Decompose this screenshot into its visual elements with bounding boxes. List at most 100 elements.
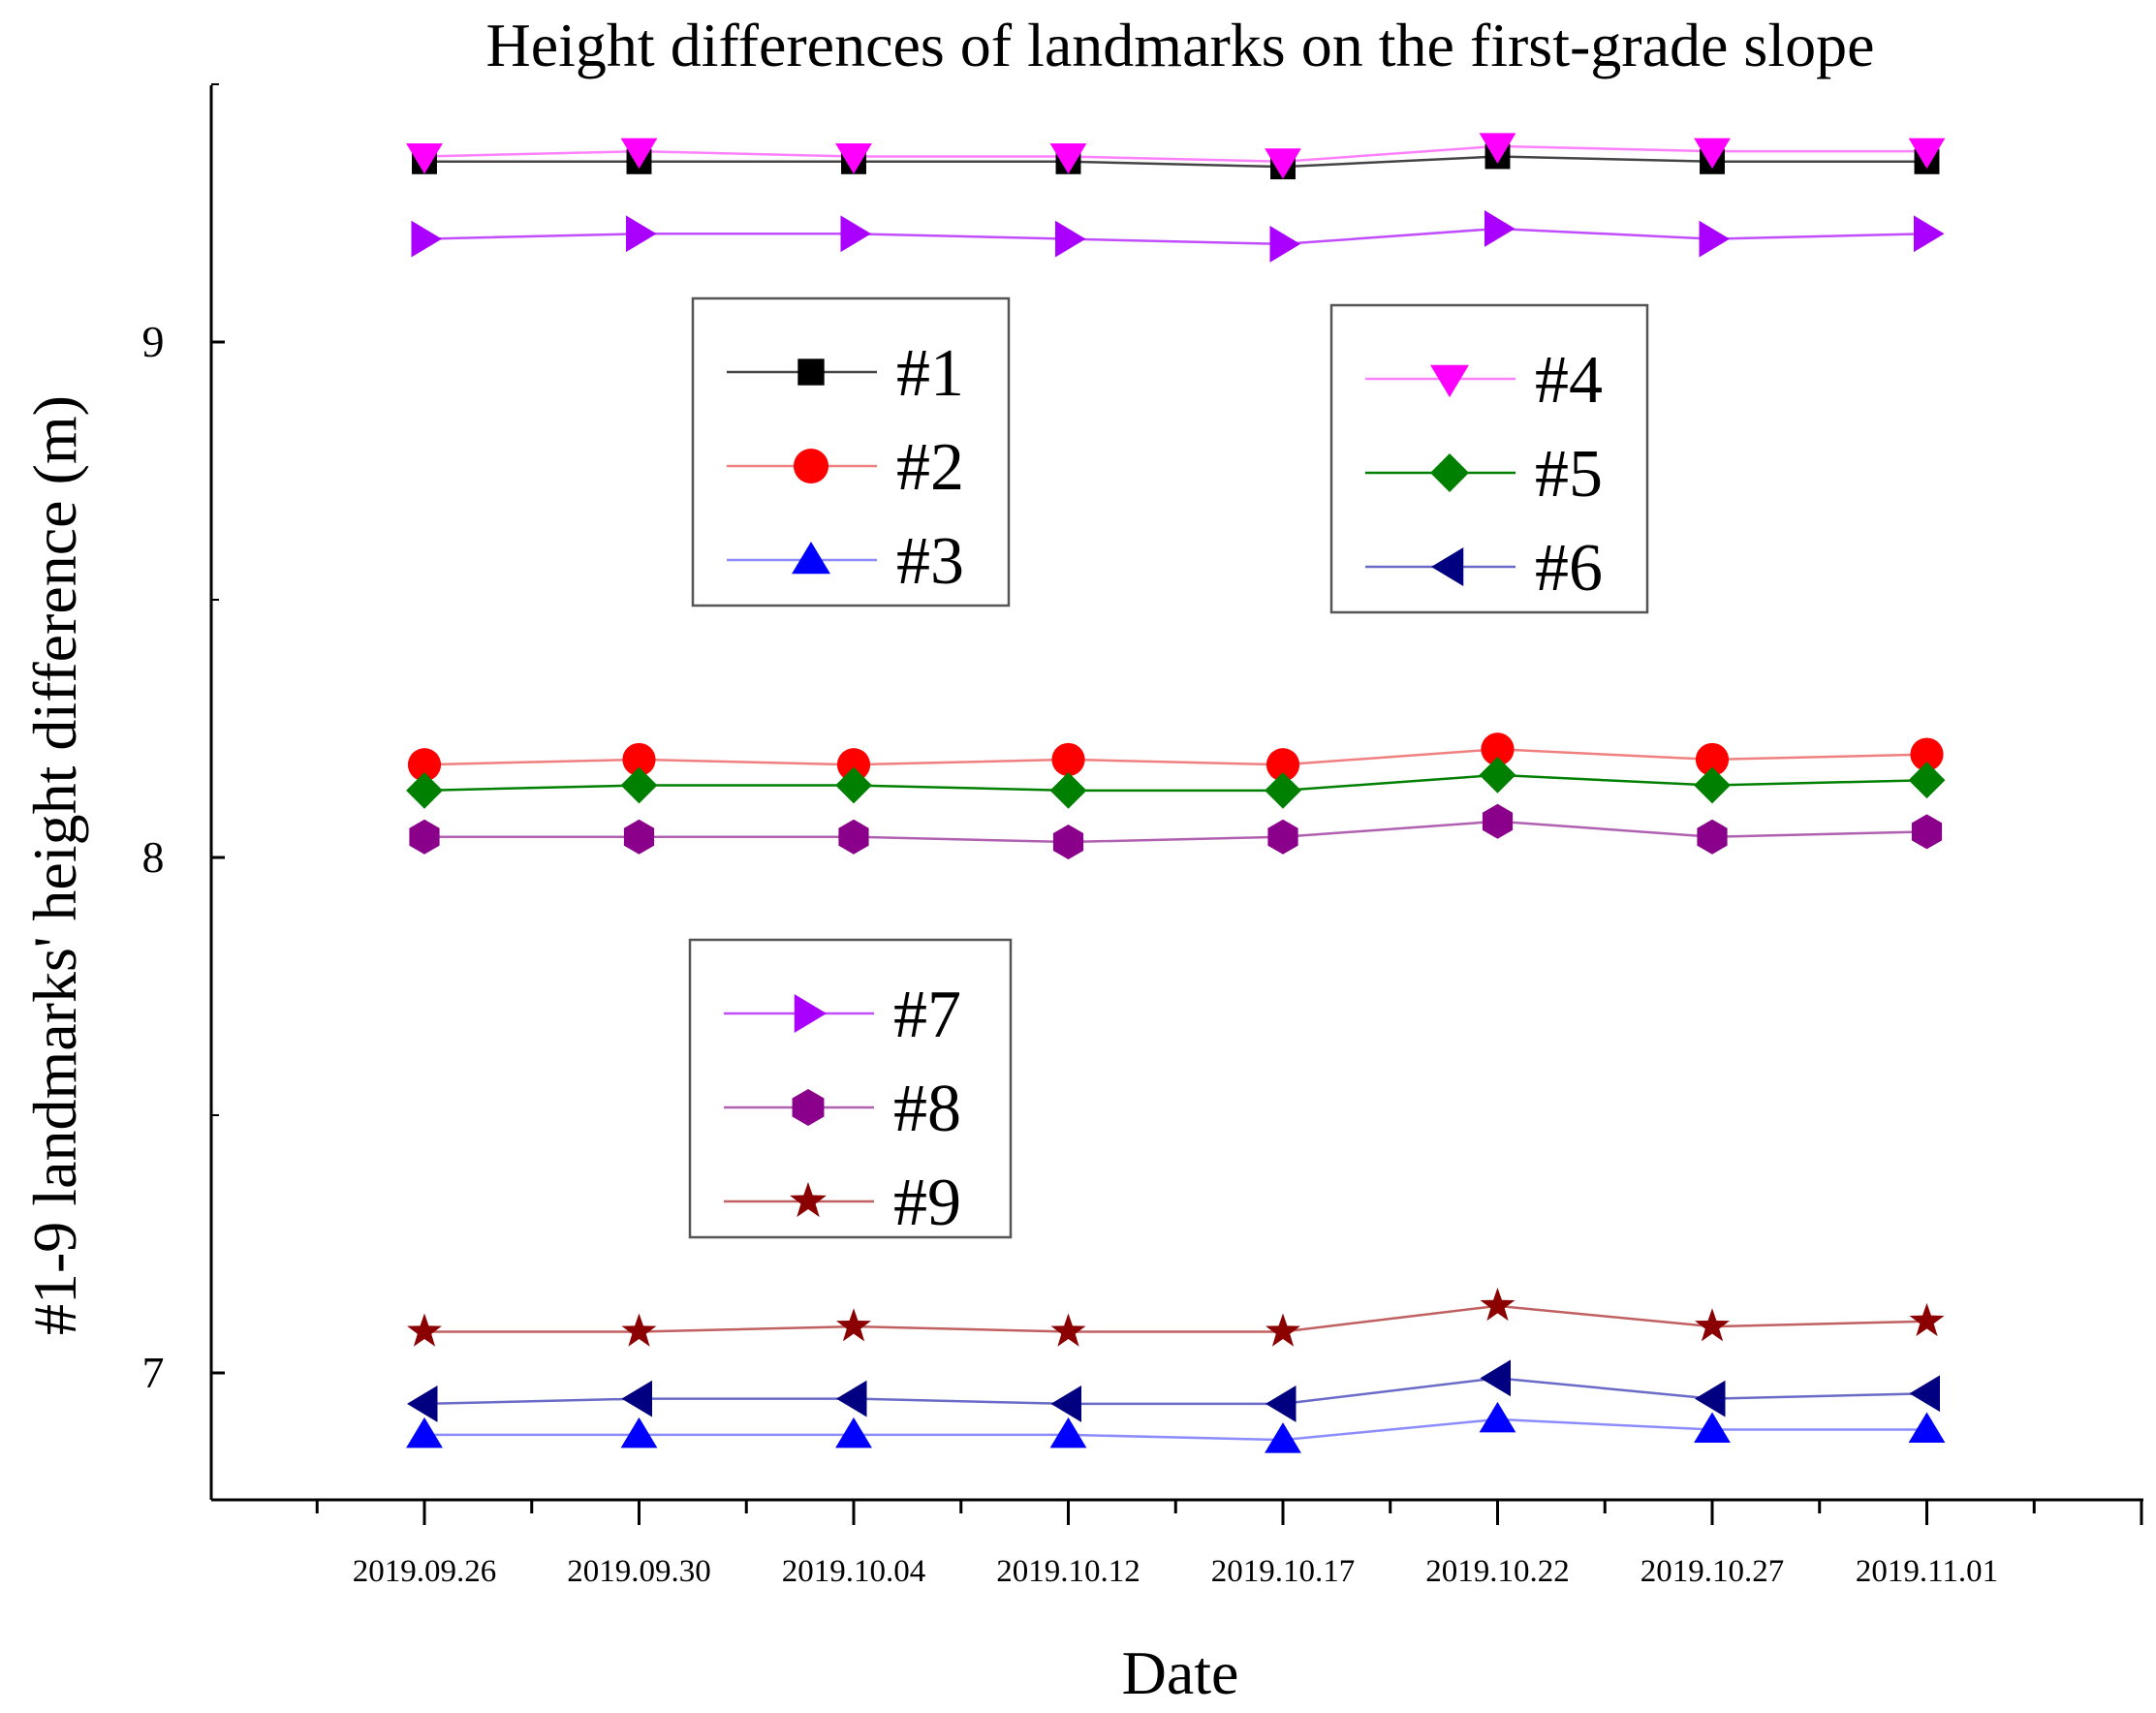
data-point-landmark-8 (1267, 819, 1298, 855)
legends: #1 #2 #3 #4 #5 #6 #7 #8 #9 (688, 296, 1649, 1240)
legend-marker (793, 448, 829, 484)
legend-label: #2 (896, 430, 964, 505)
legend-marker (1431, 547, 1464, 586)
data-point-landmark-2 (1481, 732, 1515, 766)
series-line-landmark-2 (423, 748, 1927, 766)
data-point-landmark-6 (621, 1380, 652, 1417)
data-point-landmark-5 (1479, 756, 1516, 794)
data-point-landmark-4 (406, 142, 443, 174)
series-markers (406, 133, 1946, 1453)
data-point-landmark-7 (1269, 226, 1300, 263)
legend-label: #1 (896, 336, 964, 411)
data-point-landmark-3 (406, 1417, 443, 1448)
x-tick-label: 2019.11.01 (1856, 1554, 1998, 1589)
legend-marker (797, 358, 825, 386)
legend-label: #5 (1535, 437, 1603, 512)
data-point-landmark-9 (621, 1313, 657, 1347)
data-point-landmark-5 (1908, 762, 1946, 799)
legend-marker (792, 1089, 825, 1126)
data-point-landmark-7 (626, 215, 657, 253)
x-tick-label: 2019.10.04 (782, 1554, 926, 1589)
series-lines (423, 144, 1927, 1442)
series-line-landmark-8 (424, 820, 1927, 844)
axes: 7 8 9 2019.09.26 2019.09.30 2019.10.04 2019.10… (142, 83, 2143, 1589)
data-point-landmark-7 (1055, 220, 1086, 258)
legend-box-2: #4 #5 #6 (1329, 303, 1649, 614)
data-point-landmark-6 (1695, 1380, 1726, 1417)
data-point-landmark-9 (1909, 1302, 1945, 1337)
y-tick-label: 8 (142, 832, 165, 882)
x-tick-label: 2019.10.22 (1425, 1554, 1570, 1589)
legend-label: #6 (1535, 531, 1603, 606)
data-point-landmark-5 (835, 766, 872, 804)
legend-marker (1430, 364, 1469, 397)
data-point-landmark-6 (1480, 1359, 1511, 1397)
legend-box-3: #7 #8 #9 (688, 938, 1013, 1240)
legend-marker (1430, 453, 1469, 492)
data-point-landmark-6 (836, 1380, 867, 1417)
x-tick-label: 2019.09.26 (353, 1554, 497, 1589)
legend-label: #4 (1535, 343, 1603, 418)
series-line-landmark-9 (424, 1304, 1927, 1333)
data-point-landmark-8 (1697, 819, 1728, 855)
data-point-landmark-8 (623, 819, 655, 855)
data-point-landmark-9 (1480, 1287, 1515, 1322)
data-point-landmark-3 (1265, 1422, 1301, 1453)
data-point-landmark-2 (1910, 737, 1944, 771)
data-point-landmark-9 (1265, 1313, 1300, 1347)
data-point-landmark-8 (409, 819, 440, 855)
data-point-landmark-4 (1908, 138, 1946, 170)
series-line-landmark-4 (423, 144, 1927, 164)
data-point-landmark-7 (1914, 215, 1945, 253)
data-point-landmark-2 (836, 748, 871, 782)
series-line-landmark-5 (423, 773, 1927, 793)
series-line-landmark-7 (423, 227, 1927, 246)
data-point-landmark-5 (1265, 771, 1301, 809)
data-point-landmark-3 (1049, 1417, 1087, 1448)
legend-frame (688, 938, 1013, 1239)
data-point-landmark-2 (1695, 742, 1730, 777)
data-point-landmark-9 (407, 1313, 442, 1347)
data-point-landmark-7 (1484, 210, 1515, 247)
data-point-landmark-5 (1694, 766, 1731, 804)
legend-box-1: #1 #2 #3 (691, 296, 1011, 607)
data-point-landmark-4 (1049, 142, 1087, 174)
data-point-landmark-6 (1050, 1386, 1081, 1422)
legend-label: #9 (893, 1166, 961, 1240)
data-point-landmark-4 (1265, 148, 1301, 179)
data-point-landmark-5 (406, 771, 443, 809)
data-point-landmark-8 (838, 819, 869, 855)
data-point-landmark-4 (1694, 138, 1731, 170)
data-point-landmark-5 (620, 766, 658, 804)
data-point-landmark-4 (835, 142, 872, 174)
data-point-landmark-5 (1049, 771, 1087, 809)
data-point-landmark-2 (1265, 748, 1300, 782)
data-point-landmark-2 (1051, 742, 1085, 777)
legend-label: #3 (896, 524, 964, 599)
legend-label: #7 (893, 978, 961, 1052)
data-point-landmark-7 (840, 215, 871, 253)
legend-frame (1329, 303, 1649, 614)
x-axis-label: Date (1122, 1638, 1239, 1707)
x-tick-label: 2019.09.30 (567, 1554, 711, 1589)
data-point-landmark-9 (1695, 1308, 1730, 1342)
data-point-landmark-8 (1052, 825, 1084, 860)
chart-title: Height differences of landmarks on the f… (486, 11, 1875, 79)
data-point-landmark-2 (407, 748, 442, 782)
data-point-landmark-4 (620, 138, 658, 170)
series-line-landmark-3 (424, 1417, 1927, 1442)
data-point-landmark-7 (411, 220, 442, 258)
data-point-landmark-8 (1482, 803, 1514, 839)
data-point-landmark-4 (1479, 133, 1516, 164)
data-point-landmark-9 (836, 1308, 871, 1342)
y-tick-label: 7 (142, 1348, 165, 1397)
data-point-landmark-6 (1909, 1375, 1940, 1413)
data-point-landmark-3 (1479, 1401, 1516, 1433)
legend-marker (790, 1182, 827, 1218)
data-point-landmark-2 (622, 742, 656, 777)
legend-label: #8 (893, 1072, 961, 1146)
x-tick-label: 2019.10.17 (1211, 1554, 1356, 1589)
data-point-landmark-3 (620, 1417, 658, 1448)
data-point-landmark-3 (835, 1417, 872, 1448)
